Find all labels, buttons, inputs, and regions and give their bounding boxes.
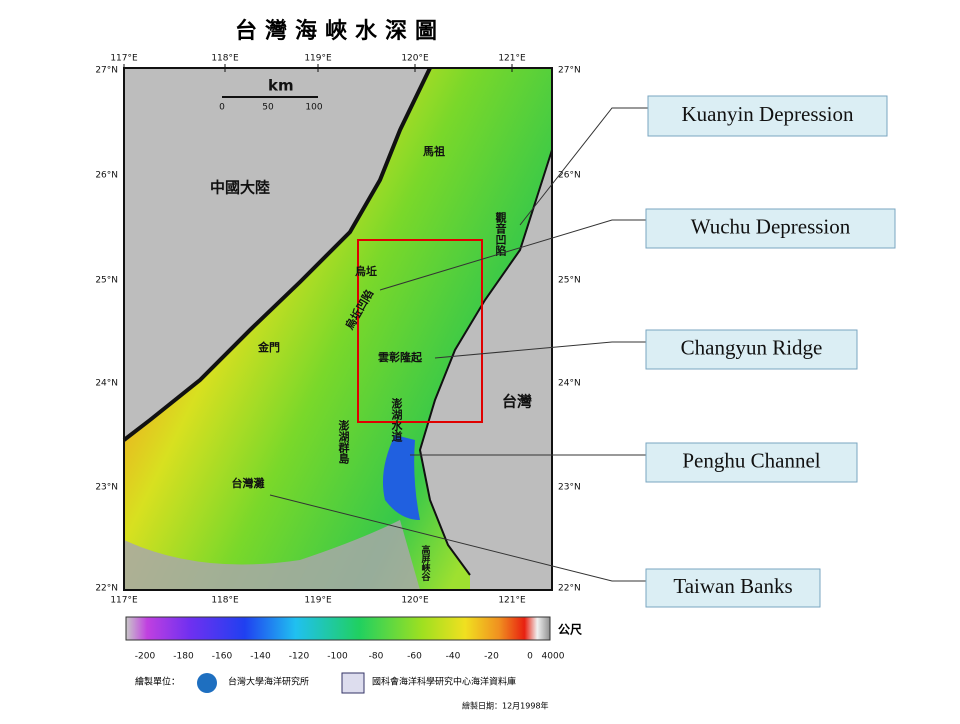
longitude-label: 119°E	[304, 54, 332, 64]
scale-tick-label: 100	[305, 103, 322, 113]
latitude-label: 23°N	[558, 483, 581, 493]
callout-box	[645, 329, 858, 370]
colorbar-tick-label: -160	[212, 652, 233, 662]
colorbar-tick-label: -180	[173, 652, 194, 662]
logo	[341, 672, 365, 694]
leader-line	[379, 219, 646, 291]
longitude-label: 117°E	[110, 54, 138, 64]
colorbar-tick-label: -100	[327, 652, 348, 662]
institution: 台灣大學海洋研究所	[228, 676, 309, 688]
map-label: 金門	[257, 340, 280, 354]
scale-tick-label: 50	[262, 103, 274, 113]
latitude-label: 23°N	[95, 483, 118, 493]
latitude-label: 22°N	[558, 584, 581, 594]
footer: 繪製單位： 台灣大學海洋研究所 國科會海洋科學研究中心海洋資料庫 繪製日期：12…	[135, 672, 549, 711]
map-title: 台灣海峽水深圖	[235, 18, 445, 44]
callout-box	[645, 568, 821, 608]
longitude-label: 117°E	[110, 596, 138, 606]
map-label: 台灣	[502, 393, 532, 411]
colorbar-tick-label: 0	[527, 652, 533, 662]
colorbar-tick-label: 4000	[542, 652, 565, 662]
map-label: 中國大陸	[210, 179, 270, 197]
sea	[124, 68, 552, 590]
colorbar-tick-label: -120	[289, 652, 310, 662]
callout-box	[645, 442, 858, 483]
colorbar-tick-label: -200	[135, 652, 156, 662]
colorbar	[125, 616, 551, 641]
colorbar-tick-label: -140	[250, 652, 271, 662]
map-label: 澎湖水道	[390, 397, 403, 443]
callout-leaders	[269, 107, 648, 582]
latitude-label: 26°N	[558, 171, 581, 181]
longitude-label: 121°E	[498, 54, 526, 64]
map-label: 澎湖群島	[337, 419, 351, 465]
map-label: 台灣灘	[232, 476, 265, 490]
latitude-label: 25°N	[95, 276, 118, 286]
leader-line	[434, 341, 646, 359]
highlight-box	[357, 239, 483, 423]
logo	[197, 673, 217, 693]
callout-label: Taiwan Banks	[673, 574, 792, 598]
institution: 國科會海洋科學研究中心海洋資料庫	[372, 676, 516, 688]
map-label: 高屏峽谷	[420, 544, 431, 582]
colorbar-tick-label: -40	[446, 652, 461, 662]
callout-label: Wuchu Depression	[691, 214, 851, 238]
date: 繪製日期：12月1998年	[462, 701, 549, 711]
map-frame	[123, 67, 553, 591]
latitude-label: 26°N	[95, 171, 118, 181]
latitude-label: 24°N	[95, 379, 118, 389]
map-label: 烏坵	[355, 264, 377, 278]
map-label: 馬祖	[423, 144, 445, 158]
leader-line	[519, 107, 648, 226]
latitude-label: 25°N	[558, 276, 581, 286]
longitude-label: 120°E	[401, 596, 429, 606]
map: km 中國大陸 台灣 馬祖 烏坵 金門 澎湖群島 觀音凹陷 烏坵凹陷 雲彰隆起 …	[122, 67, 553, 591]
scale-tick-label: 0	[219, 103, 225, 113]
callout-label: Changyun Ridge	[681, 335, 823, 359]
callout-label: Kuanyin Depression	[681, 102, 854, 126]
colorbar-tick-label: -80	[369, 652, 384, 662]
longitude-label: 118°E	[211, 54, 239, 64]
map-label: 雲彰隆起	[378, 350, 423, 364]
map-label: 觀音凹陷	[494, 211, 507, 257]
latitude-label: 27°N	[95, 66, 118, 76]
latitude-label: 27°N	[558, 66, 581, 76]
longitude-label: 120°E	[401, 54, 429, 64]
colorbar-unit: 公尺	[558, 623, 582, 637]
callout-box	[645, 208, 896, 249]
colorbar-tick-label: -20	[484, 652, 499, 662]
callout-box	[647, 95, 888, 137]
scale-unit: km	[268, 77, 294, 95]
leader-line	[269, 494, 646, 582]
colorbar-tick-label: -60	[407, 652, 422, 662]
latitude-label: 22°N	[95, 584, 118, 594]
deep-sea	[124, 520, 420, 590]
longitude-label: 119°E	[304, 596, 332, 606]
callouts: Kuanyin Depression Wuchu Depression Changy…	[645, 95, 896, 608]
taiwan-coast	[418, 149, 553, 576]
callout-label: Penghu Channel	[682, 448, 820, 472]
longitude-label: 118°E	[211, 596, 239, 606]
latitude-label: 24°N	[558, 379, 581, 389]
china-coast	[122, 67, 432, 442]
longitude-label: 121°E	[498, 596, 526, 606]
channel	[382, 435, 420, 520]
producer-label: 繪製單位：	[135, 676, 180, 688]
